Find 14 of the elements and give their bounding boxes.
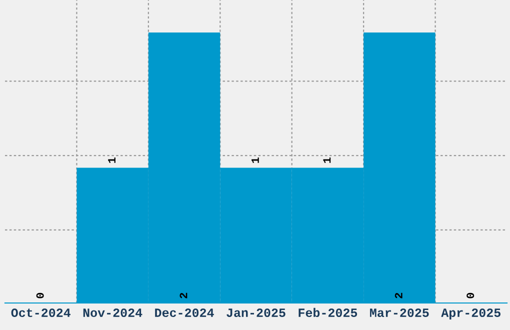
x-tick-label: Jan-2025 (226, 308, 286, 318)
data-label: 1 (252, 157, 259, 163)
data-label: 1 (323, 157, 331, 163)
x-tick-label: Dec-2024 (155, 308, 214, 318)
x-tick-label: Feb-2025 (298, 308, 358, 318)
data-label: 0 (36, 292, 44, 298)
data-label: 1 (108, 157, 116, 163)
data-label: 2 (394, 292, 402, 298)
x-tick-label: Oct-2024 (11, 308, 70, 318)
x-tick-label: Nov-2024 (83, 308, 142, 318)
data-label: 0 (466, 292, 474, 298)
x-tick-label: Mar-2025 (370, 308, 429, 318)
data-label: 2 (180, 292, 188, 298)
x-tick-label: Apr-2025 (441, 308, 500, 320)
